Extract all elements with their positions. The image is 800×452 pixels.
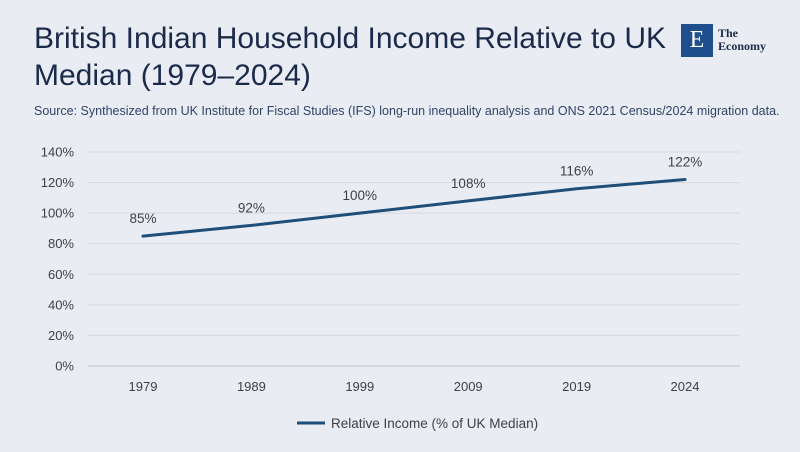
data-label: 122%: [668, 155, 703, 170]
x-tick-label: 2019: [562, 379, 591, 394]
chart-title: British Indian Household Income Relative…: [34, 22, 666, 92]
y-tick-label: 80%: [48, 236, 74, 251]
legend-label: Relative Income (% of UK Median): [331, 416, 538, 431]
y-tick-label: 120%: [41, 175, 75, 190]
logo-line-1: The: [718, 26, 739, 40]
y-tick-label: 140%: [41, 145, 75, 160]
data-label: 100%: [343, 188, 378, 203]
data-label: 85%: [129, 211, 156, 226]
series-line: [141, 178, 687, 238]
y-tick-label: 40%: [48, 297, 74, 312]
y-tick-label: 100%: [41, 206, 75, 221]
x-tick-label: 1999: [345, 379, 374, 394]
data-label: 108%: [451, 176, 486, 191]
logo: E The Economy: [681, 23, 766, 57]
y-tick-label: 60%: [48, 267, 74, 282]
logo-line-2: Economy: [718, 39, 766, 53]
y-tick-label: 20%: [48, 328, 74, 343]
x-tick-label: 1989: [237, 379, 266, 394]
x-tick-label: 2009: [454, 379, 483, 394]
source-note: Source: Synthesized from UK Institute fo…: [34, 104, 780, 118]
x-tick-label: 1979: [129, 379, 158, 394]
x-tick-label: 2024: [671, 379, 700, 394]
data-label: 92%: [238, 200, 265, 215]
logo-text: The Economy: [718, 27, 766, 53]
y-tick-label: 0%: [55, 359, 74, 374]
data-label: 116%: [560, 164, 594, 179]
logo-mark: E: [681, 23, 713, 57]
